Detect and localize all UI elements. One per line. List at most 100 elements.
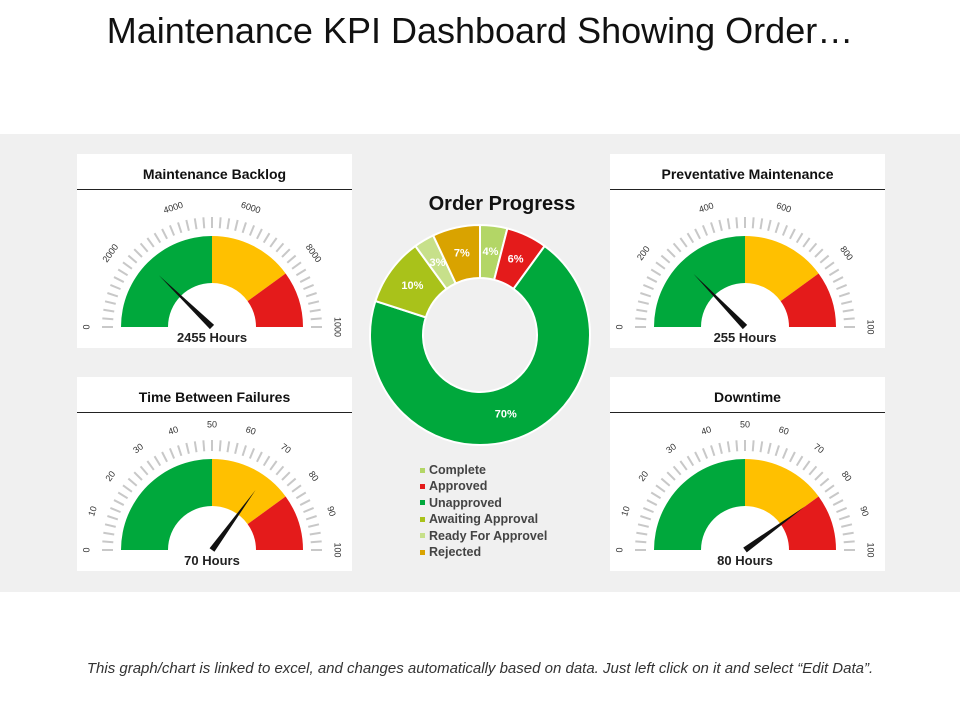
gauge-tick (838, 515, 850, 521)
order-progress-donut[interactable]: 4% 6% 70% 10% 3% 7% (362, 217, 598, 453)
gauge-tick (672, 242, 682, 253)
footnote: This graph/chart is linked to excel, and… (86, 660, 874, 677)
gauge-tick-label: 0 (81, 324, 91, 329)
gauge-tick (107, 292, 119, 298)
gauge-tick (710, 222, 716, 234)
gauge-tick (686, 455, 695, 467)
gauge-tick (751, 440, 755, 452)
gauge-tick (843, 540, 855, 544)
gauge-band-2 (247, 496, 303, 550)
panel-title: Time Between Failures (77, 377, 352, 413)
downtime-gauge[interactable]: 0 10 20 30 40 50 60 70 80 90 100 80 Hours (610, 413, 885, 571)
maintenance-backlog-panel[interactable]: Maintenance Backlog 0 2000 4000 6000 8000 100… (77, 154, 352, 348)
gauge-tick (102, 540, 114, 544)
gauge-tick (710, 445, 716, 457)
gauge-tick (269, 237, 278, 248)
gauge-tick (275, 242, 285, 253)
gauge-tick (295, 268, 307, 277)
gauge-tick-label: 70 (279, 441, 293, 455)
donut-slice-label: 70% (495, 408, 517, 420)
order-progress-legend: Complete Approved Unapproved Awaiting Appro… (420, 462, 547, 560)
gauge-tick (133, 471, 143, 481)
gauge-tick (774, 222, 780, 234)
gauge-tick-label: 30 (664, 441, 678, 455)
gauge-tick (828, 268, 840, 277)
gauge-tick (310, 540, 322, 544)
gauge-band-1 (212, 236, 286, 302)
gauge-tick (774, 445, 780, 457)
gauge-tick-label: 400 (697, 200, 714, 214)
gauge-tick (718, 219, 723, 231)
gauge-band-2 (780, 273, 836, 327)
preventative-maintenance-gauge[interactable]: 0 200 400 600 800 100 255 Hours (610, 190, 885, 348)
gauge-readout: 2455 Hours (177, 330, 247, 345)
gauge-tick (117, 491, 129, 500)
gauge-tick (666, 471, 676, 481)
gauge-tick-label: 90 (325, 505, 338, 518)
gauge-tick (832, 276, 844, 283)
gauge-tick (248, 224, 256, 236)
gauge-tick-label: 40 (167, 424, 180, 437)
gauge-tick (109, 283, 121, 291)
gauge-tick (660, 477, 671, 487)
gauge-tick (275, 465, 285, 476)
gauge-tick (672, 465, 682, 476)
gauge-tick (701, 224, 709, 236)
gauge-tick-label: 2000 (100, 242, 120, 264)
gauge-tick (650, 491, 662, 500)
legend-item: Approved (420, 478, 547, 494)
gauge-tick (726, 218, 731, 230)
gauge-tick (838, 292, 850, 298)
gauge-tick (104, 523, 116, 528)
gauge-tick (107, 515, 119, 521)
legend-item: Unapproved (420, 495, 547, 511)
gauge-tick (193, 218, 198, 230)
gauge-tick (808, 242, 818, 253)
gauge-tick-label: 80 (307, 469, 321, 483)
order-progress-chart[interactable]: Order Progress 4% 6% 70% 10% 3% 7% (362, 185, 598, 450)
gauge-tick (117, 268, 129, 277)
legend-swatch (420, 533, 425, 539)
gauge-tick (819, 254, 830, 264)
gauge-tick (640, 292, 652, 298)
gauge-tick (767, 219, 772, 231)
gauge-tick-label: 200 (635, 244, 652, 262)
gauge-tick (291, 484, 302, 493)
gauge-tick-label: 100 (333, 542, 343, 557)
gauge-tick (226, 218, 231, 230)
gauge-tick (256, 451, 263, 463)
downtime-panel[interactable]: Downtime 0 10 20 30 40 50 60 70 80 90 100 80 Hours (610, 377, 885, 571)
gauge-tick-label: 6000 (240, 200, 262, 216)
gauge-tick-label: 80 (840, 469, 854, 483)
gauge-tick (248, 447, 256, 459)
gauge-tick (241, 445, 247, 457)
gauge-tick (153, 455, 162, 467)
gauge-needle (693, 273, 748, 330)
gauge-tick-label: 100 (866, 542, 876, 557)
gauge-tick (640, 515, 652, 521)
donut-slice-label: 7% (454, 247, 470, 259)
legend-item: Awaiting Approval (420, 511, 547, 527)
gauge-tick (694, 228, 701, 240)
gauge-tick (759, 218, 764, 230)
gauge-tick (113, 276, 125, 283)
gauge-needle (209, 490, 256, 552)
gauge-tick (177, 445, 183, 457)
panel-title: Maintenance Backlog (77, 154, 352, 190)
gauge-tick (113, 499, 125, 506)
gauge-tick (824, 484, 835, 493)
gauge-tick-label: 40 (700, 424, 713, 437)
gauge-tick (122, 484, 133, 493)
time-between-failures-gauge[interactable]: 0 10 20 30 40 50 60 70 80 90 100 70 Hours (77, 413, 352, 571)
gauge-tick (146, 237, 155, 248)
maintenance-backlog-gauge[interactable]: 0 2000 4000 6000 8000 1000 2455 Hours (77, 190, 352, 348)
legend-label: Ready For Approvel (429, 528, 548, 543)
legend-swatch (420, 500, 425, 506)
gauge-tick (310, 317, 322, 321)
gauge-tick (104, 300, 116, 305)
gauge-tick (168, 447, 176, 459)
preventative-maintenance-panel[interactable]: Preventative Maintenance 0 200 400 600 800 10… (610, 154, 885, 348)
time-between-failures-panel[interactable]: Time Between Failures 0 10 20 30 40 50 60 70 80 9… (77, 377, 352, 571)
gauge-tick (637, 300, 649, 305)
gauge-tick-label: 10 (619, 505, 632, 518)
